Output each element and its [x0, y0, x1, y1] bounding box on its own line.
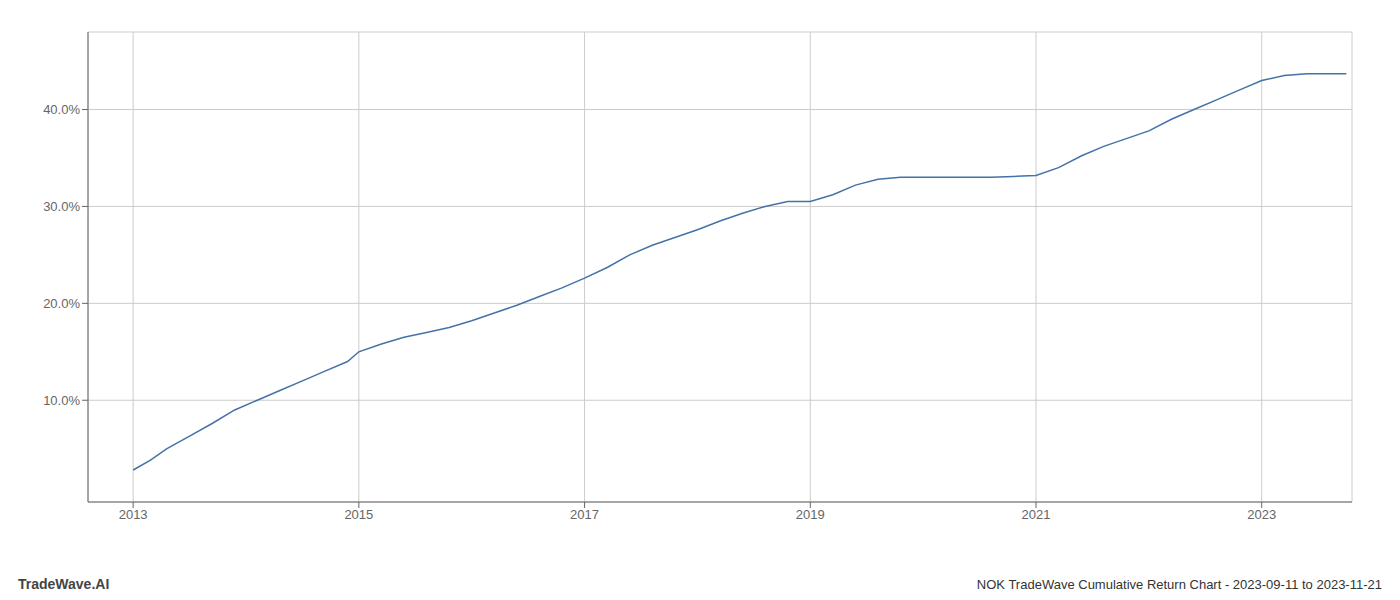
svg-text:2023: 2023	[1247, 507, 1276, 522]
svg-text:10.0%: 10.0%	[43, 393, 80, 408]
svg-text:2015: 2015	[344, 507, 373, 522]
svg-text:40.0%: 40.0%	[43, 102, 80, 117]
html-text:NOK TradeWave Cumulative Retur: NOK TradeWave Cumulative Return Chart - …	[976, 577, 1382, 592]
svg-text:20.0%: 20.0%	[43, 296, 80, 311]
svg-text:2017: 2017	[570, 507, 599, 522]
svg-text:30.0%: 30.0%	[43, 199, 80, 214]
svg-text:2019: 2019	[796, 507, 825, 522]
html-text:TradeWave.AI: TradeWave.AI	[18, 576, 110, 592]
svg-text:2021: 2021	[1022, 507, 1051, 522]
svg-text:2013: 2013	[119, 507, 148, 522]
